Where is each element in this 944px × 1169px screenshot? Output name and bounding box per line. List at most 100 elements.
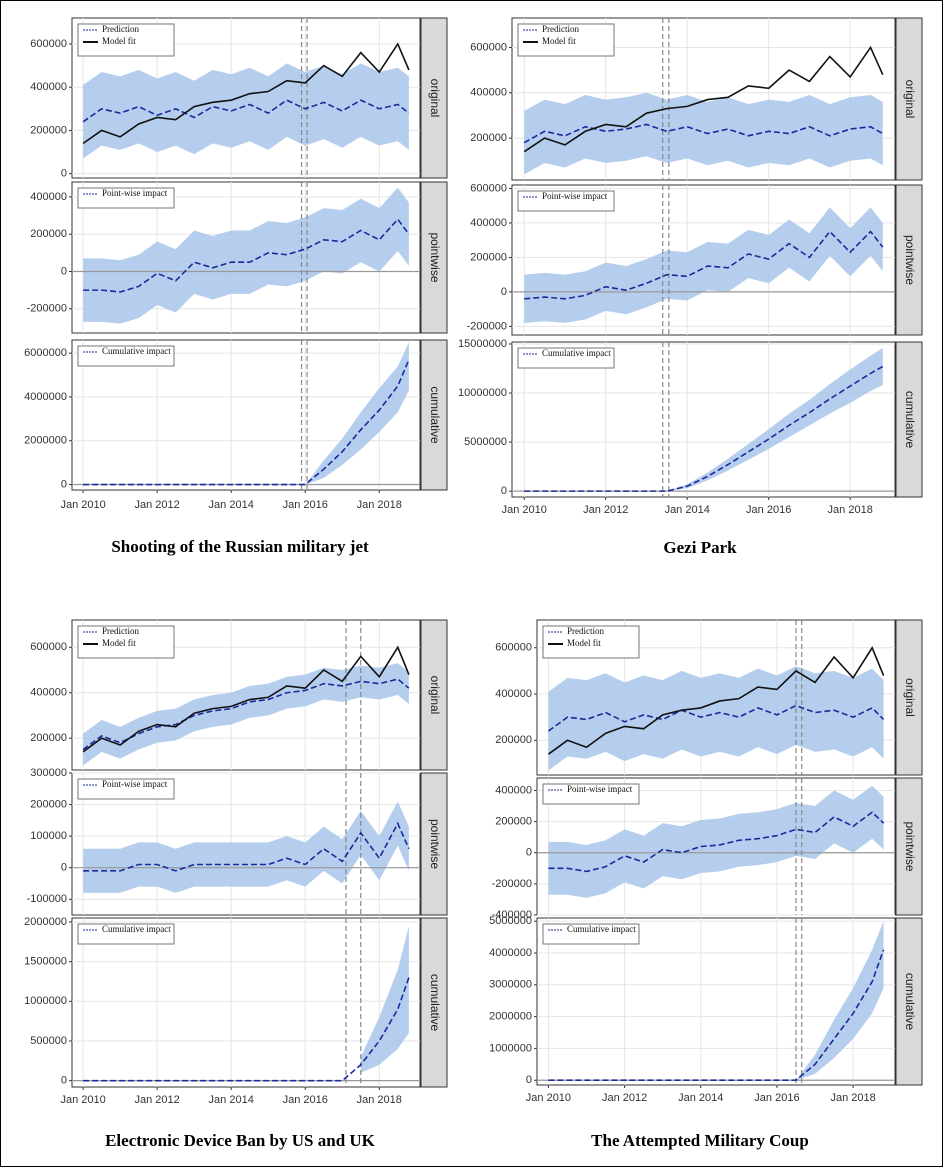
series-line [82, 42, 410, 145]
legend-label: Point-wise impact [567, 784, 633, 794]
y-tick-label: 10000000 [458, 387, 507, 399]
series-line [523, 45, 884, 153]
y-tick-label: 400000 [30, 687, 67, 699]
series-line [83, 218, 410, 293]
x-tick-label: Jan 2012 [583, 504, 628, 516]
legend-box [542, 625, 640, 659]
y-tick-label: 200000 [30, 228, 67, 240]
facet-strip [420, 17, 448, 179]
confidence-band [83, 801, 409, 893]
x-tick-label: Jan 2012 [602, 1092, 647, 1104]
panel-title: Electronic Device Ban by US and UK [105, 1131, 376, 1150]
series-line [83, 977, 410, 1082]
y-tick-label: 200000 [30, 124, 67, 136]
facet-strip [895, 184, 923, 336]
x-tick-label: Jan 2018 [828, 504, 873, 516]
x-tick-label: Jan 2016 [754, 1092, 799, 1104]
y-tick-label: 400000 [495, 688, 532, 700]
y-tick-label: 0 [501, 485, 507, 497]
x-tick-label: Jan 2016 [746, 504, 791, 516]
y-tick-label: 0 [61, 168, 67, 180]
y-tick-label: 3000000 [489, 979, 532, 991]
y-tick-label: 600000 [30, 641, 67, 653]
legend-label: Prediction [542, 24, 579, 34]
y-tick-label: 1000000 [24, 995, 67, 1007]
y-tick-label: 200000 [470, 251, 507, 263]
x-tick-label: Jan 2014 [209, 499, 254, 511]
y-tick-label: -100000 [27, 893, 67, 905]
series-line [524, 230, 884, 300]
confidence-band [795, 921, 884, 1081]
y-tick-label: 2000000 [489, 1011, 532, 1023]
facet-label: original [903, 678, 917, 717]
y-tick-label: 600000 [30, 38, 67, 50]
x-tick-label: Jan 2014 [209, 1094, 254, 1106]
series-line [523, 123, 884, 144]
legend-label: Cumulative impact [102, 924, 171, 934]
legend-box [517, 190, 615, 212]
series-line [83, 821, 410, 872]
y-tick-label: 400000 [495, 784, 532, 796]
y-tick-label: 200000 [495, 815, 532, 827]
y-tick-label: 0 [61, 478, 67, 490]
facet-strip [420, 917, 448, 1088]
y-tick-label: 200000 [30, 732, 67, 744]
y-tick-label: 0 [61, 1075, 67, 1087]
confidence-band [305, 342, 409, 485]
x-tick-label: Jan 2016 [283, 499, 328, 511]
confidence-band [524, 207, 883, 323]
facet-strip [420, 772, 448, 916]
x-tick-label: Jan 2010 [60, 499, 105, 511]
x-tick-label: Jan 2018 [357, 1094, 402, 1106]
legend-box [517, 347, 615, 369]
facet-label: cumulative [903, 391, 917, 449]
y-tick-label: 1500000 [24, 956, 67, 968]
y-tick-label: 100000 [30, 830, 67, 842]
y-tick-label: 500000 [30, 1035, 67, 1047]
facet-strip [895, 917, 923, 1086]
y-tick-label: 0 [526, 1074, 532, 1086]
y-tick-label: -400000 [492, 909, 532, 921]
panel-title: The Attempted Military Coup [591, 1131, 809, 1150]
x-tick-label: Jan 2010 [526, 1092, 571, 1104]
legend-box [542, 923, 640, 945]
facet-label: pointwise [903, 235, 917, 285]
legend-label: Prediction [567, 626, 604, 636]
x-tick-label: Jan 2018 [830, 1092, 875, 1104]
confidence-band [666, 347, 883, 492]
facet-strip [895, 341, 923, 498]
facet-label: original [903, 80, 917, 119]
legend-label: Point-wise impact [542, 191, 608, 201]
x-tick-label: Jan 2010 [60, 1094, 105, 1106]
y-tick-label: 1000000 [489, 1042, 532, 1054]
legend-label: Cumulative impact [102, 346, 171, 356]
legend-label: Model fit [102, 638, 136, 648]
y-tick-label: 200000 [470, 132, 507, 144]
confidence-band [360, 925, 409, 1073]
confidence-band [548, 666, 884, 771]
legend-box [517, 23, 615, 57]
panel-title: Shooting of the Russian military jet [111, 537, 369, 556]
y-tick-label: 400000 [30, 81, 67, 93]
legend-label: Prediction [102, 626, 139, 636]
x-tick-label: Jan 2014 [665, 504, 710, 516]
series-line [548, 811, 885, 873]
y-tick-label: 400000 [470, 217, 507, 229]
y-tick-label: 4000000 [489, 947, 532, 959]
legend-label: Prediction [102, 24, 139, 34]
y-tick-label: -200000 [467, 320, 507, 332]
facet-strip [420, 619, 448, 771]
y-tick-label: 0 [61, 862, 67, 874]
series-line [547, 646, 885, 755]
confidence-band [83, 663, 409, 766]
x-tick-label: Jan 2010 [502, 504, 547, 516]
facet-strip [420, 339, 448, 491]
facet-strip [420, 181, 448, 334]
y-tick-label: 5000000 [464, 436, 507, 448]
plot-panel [536, 917, 896, 1086]
legend-label: Point-wise impact [102, 779, 168, 789]
y-tick-label: 5000000 [489, 915, 532, 927]
facet-label: cumulative [428, 974, 442, 1032]
facet-strip [895, 777, 923, 916]
